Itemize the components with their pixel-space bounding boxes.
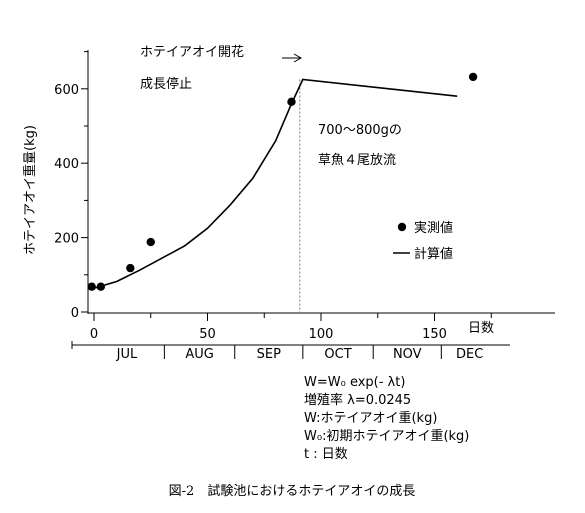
formula-line: W=W₀ exp(- λt) bbox=[304, 375, 405, 390]
y-axis-title: ホテイアオイ重量(kg) bbox=[22, 125, 38, 255]
month-label: DEC bbox=[456, 347, 483, 362]
y-tick-label: 0 bbox=[71, 306, 79, 321]
measured-point bbox=[87, 282, 96, 291]
month-label: AUG bbox=[185, 347, 213, 362]
formula-line: t : 日数 bbox=[304, 447, 348, 462]
legend-calculated-label: 計算値 bbox=[414, 246, 453, 262]
y-tick-label: 600 bbox=[54, 83, 79, 98]
formula-line: W:ホテイアオイ重(kg) bbox=[304, 410, 437, 426]
x-tick-label: 50 bbox=[199, 327, 216, 342]
measured-point bbox=[126, 263, 135, 273]
chart-marks bbox=[87, 53, 478, 312]
calculated-line bbox=[91, 78, 458, 290]
measured-point bbox=[468, 72, 478, 82]
month-label: JUL bbox=[116, 347, 138, 362]
x-tick-label: 150 bbox=[422, 327, 447, 342]
x-axis-title: 日数 bbox=[468, 321, 494, 336]
annotation-flower: ホテイアオイ開花 bbox=[140, 44, 244, 60]
annotation-arrow-head bbox=[293, 53, 303, 63]
measured-point bbox=[146, 237, 155, 247]
axes bbox=[71, 50, 555, 359]
annotation-stop: 成長停止 bbox=[140, 76, 192, 92]
formula-line: W₀:初期ホテイアオイ重(kg) bbox=[304, 428, 469, 444]
chart-texts: 0 200 400 600 0 50 100 150 日数 ホテイアオイ重量(kg) JUL AUG S… bbox=[22, 44, 494, 499]
annotation-release-1: 700～800gの bbox=[318, 123, 402, 138]
figure-caption: 図-2 試験池におけるホテイアオイの成長 bbox=[169, 483, 416, 499]
formula-line: 増殖率 λ=0.0245 bbox=[304, 392, 411, 408]
month-label: NOV bbox=[393, 347, 422, 362]
y-tick-label: 400 bbox=[54, 157, 79, 172]
month-label: SEP bbox=[257, 347, 281, 362]
annotation-release-2: 草魚４尾放流 bbox=[318, 153, 396, 168]
x-tick-label: 100 bbox=[309, 327, 334, 342]
month-label: OCT bbox=[324, 347, 351, 362]
x-tick-label: 0 bbox=[90, 327, 98, 342]
y-tick-label: 200 bbox=[54, 232, 79, 247]
legend-measured-label: 実測値 bbox=[414, 220, 453, 236]
legend-measured-marker bbox=[397, 222, 407, 232]
